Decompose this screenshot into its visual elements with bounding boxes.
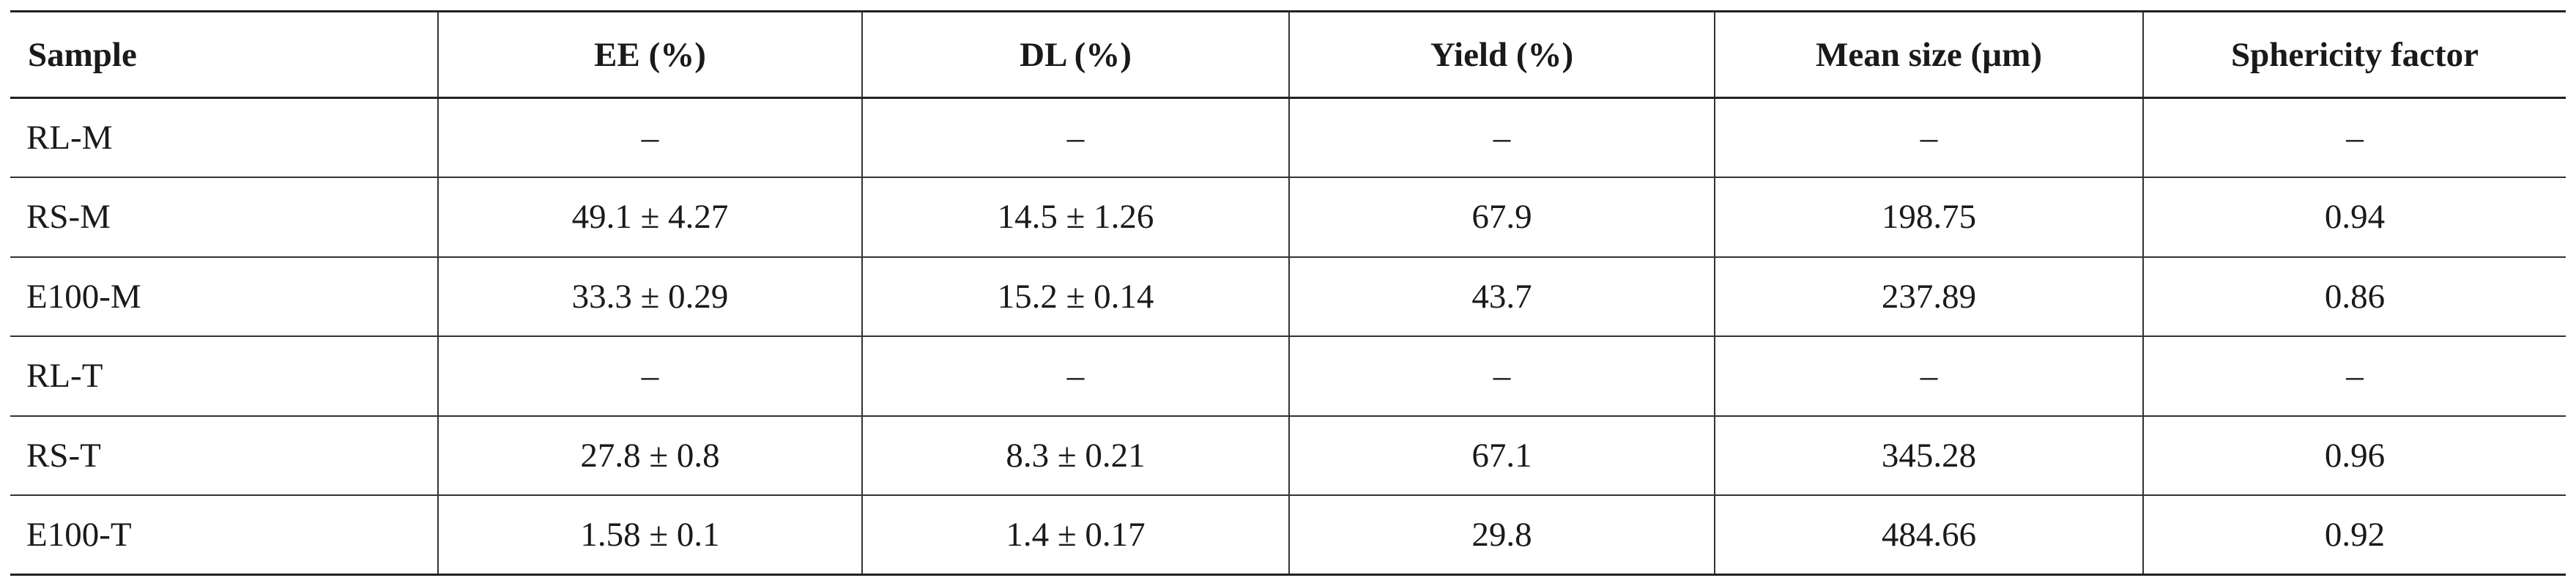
cell-sphericity: 0.86	[2142, 256, 2566, 337]
table-row: RS-M 49.1 ± 4.27 14.5 ± 1.26 67.9 198.75…	[10, 177, 2566, 258]
header-row: Sample EE (%) DL (%) Yield (%) Mean size…	[10, 10, 2566, 99]
cell-sphericity: –	[2142, 335, 2566, 417]
cell-ee: –	[437, 335, 863, 417]
microsphere-properties-table: Sample EE (%) DL (%) Yield (%) Mean size…	[10, 10, 2566, 576]
cell-dl: 8.3 ± 0.21	[861, 415, 1290, 496]
header-sphericity: Sphericity factor	[2142, 10, 2566, 99]
cell-dl: 1.4 ± 0.17	[861, 494, 1290, 576]
cell-sphericity: 0.96	[2142, 415, 2566, 496]
header-mean-size: Mean size (µm)	[1714, 10, 2144, 99]
table-row: E100-M 33.3 ± 0.29 15.2 ± 0.14 43.7 237.…	[10, 256, 2566, 337]
cell-sample: RS-M	[10, 177, 439, 258]
cell-ee: 27.8 ± 0.8	[437, 415, 863, 496]
cell-sample: RL-M	[10, 97, 439, 178]
header-sample: Sample	[10, 10, 439, 99]
cell-dl: –	[861, 335, 1290, 417]
cell-sample: E100-T	[10, 494, 439, 576]
cell-ee: 1.58 ± 0.1	[437, 494, 863, 576]
cell-mean-size: 345.28	[1714, 415, 2144, 496]
cell-ee: –	[437, 97, 863, 178]
cell-sample: RS-T	[10, 415, 439, 496]
cell-yield: 67.1	[1288, 415, 1715, 496]
cell-sample: RL-T	[10, 335, 439, 417]
header-yield: Yield (%)	[1288, 10, 1715, 99]
cell-yield: –	[1288, 97, 1715, 178]
table-row: RL-M – – – – –	[10, 97, 2566, 178]
cell-mean-size: –	[1714, 97, 2144, 178]
cell-yield: 67.9	[1288, 177, 1715, 258]
cell-dl: –	[861, 97, 1290, 178]
header-ee: EE (%)	[437, 10, 863, 99]
table-row: E100-T 1.58 ± 0.1 1.4 ± 0.17 29.8 484.66…	[10, 494, 2566, 576]
cell-yield: –	[1288, 335, 1715, 417]
cell-yield: 43.7	[1288, 256, 1715, 337]
cell-mean-size: 198.75	[1714, 177, 2144, 258]
table-row: RS-T 27.8 ± 0.8 8.3 ± 0.21 67.1 345.28 0…	[10, 415, 2566, 496]
cell-sphericity: 0.92	[2142, 494, 2566, 576]
header-dl: DL (%)	[861, 10, 1290, 99]
cell-yield: 29.8	[1288, 494, 1715, 576]
cell-ee: 33.3 ± 0.29	[437, 256, 863, 337]
cell-mean-size: 484.66	[1714, 494, 2144, 576]
cell-ee: 49.1 ± 4.27	[437, 177, 863, 258]
table-row: RL-T – – – – –	[10, 335, 2566, 417]
data-table-container: Sample EE (%) DL (%) Yield (%) Mean size…	[10, 10, 2566, 576]
cell-sphericity: –	[2142, 97, 2566, 178]
cell-dl: 14.5 ± 1.26	[861, 177, 1290, 258]
cell-sphericity: 0.94	[2142, 177, 2566, 258]
cell-dl: 15.2 ± 0.14	[861, 256, 1290, 337]
cell-mean-size: 237.89	[1714, 256, 2144, 337]
cell-sample: E100-M	[10, 256, 439, 337]
cell-mean-size: –	[1714, 335, 2144, 417]
